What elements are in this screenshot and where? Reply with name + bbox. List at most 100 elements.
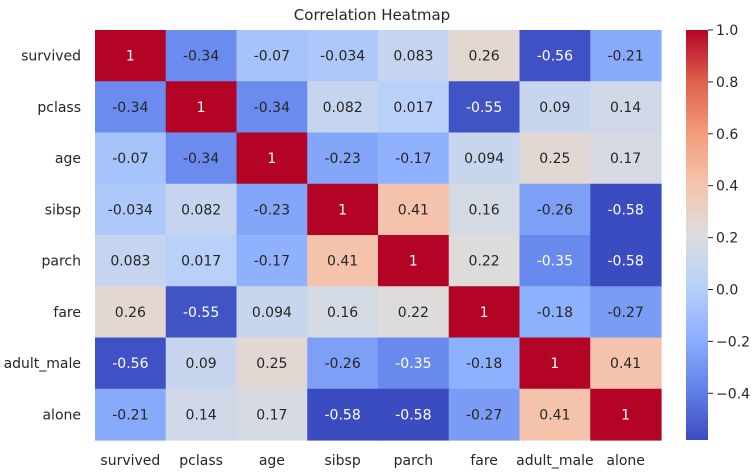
y-tick-label: age (55, 151, 81, 167)
heatmap-cell (590, 286, 662, 339)
heatmap-cell (590, 337, 662, 390)
cell-value-label: 1 (550, 356, 559, 372)
heatmap-cell (448, 286, 521, 339)
cell-value-label: -0.21 (608, 49, 644, 65)
cell-value-label: -0.27 (466, 407, 502, 423)
cell-value-label: 0.094 (464, 151, 504, 167)
heatmap-cell (590, 81, 662, 134)
cell-value-label: 0.094 (252, 305, 292, 321)
heatmap-cell (590, 235, 662, 287)
x-tick-label: adult_male (516, 453, 593, 469)
heatmap-cell (236, 337, 308, 390)
cell-value-label: 1 (480, 305, 489, 321)
cell-value-label: -0.26 (537, 202, 573, 218)
cell-value-label: 0.22 (469, 254, 500, 270)
heatmap-cell (448, 81, 521, 134)
heatmap-cell (448, 388, 521, 441)
heatmap-cell (448, 183, 521, 236)
cell-value-label: 1 (338, 202, 347, 218)
cell-value-label: -0.35 (537, 254, 573, 270)
cell-value-label: -0.18 (466, 356, 502, 372)
heatmap-cell (590, 183, 662, 236)
cell-value-label: 0.25 (539, 151, 570, 167)
heatmap-cell (590, 30, 662, 82)
cell-value-label: 0.26 (115, 305, 146, 321)
heatmap-cell (165, 235, 238, 287)
heatmap-cell (448, 30, 521, 82)
cell-value-label: 0.09 (539, 100, 570, 116)
heatmap-cell (519, 388, 591, 441)
heatmap-cell (307, 81, 379, 134)
cell-value-label: -0.58 (395, 407, 431, 423)
cell-value-label: 0.17 (610, 151, 641, 167)
heatmap-cell (378, 81, 450, 134)
cell-value-label: 0.083 (393, 49, 433, 65)
heatmap-cell (519, 337, 591, 390)
x-tick-label: parch (394, 453, 433, 469)
heatmap-cell (307, 388, 379, 441)
cell-value-label: -0.58 (608, 202, 644, 218)
cell-value-label: -0.27 (608, 305, 644, 321)
heatmap-cell (95, 286, 167, 339)
colorbar (686, 30, 708, 440)
heatmap-cell (95, 30, 167, 82)
cell-value-label: -0.35 (395, 356, 431, 372)
cell-value-label: -0.58 (608, 254, 644, 270)
heatmap-cell (307, 30, 379, 82)
heatmap-cell (307, 337, 379, 390)
heatmap-cell (590, 388, 662, 441)
heatmap-cell (236, 286, 308, 339)
x-tick-label: age (259, 453, 285, 469)
heatmap-cell (165, 81, 238, 134)
y-axis-tick-labels: survived pclass age sibsp parch fare adult_mal… (4, 49, 82, 424)
cell-value-label: -0.34 (112, 100, 148, 116)
cell-value-label: 0.41 (327, 254, 358, 270)
heatmap-cell (378, 286, 450, 339)
colorbar-tick-label: −0.4 (716, 386, 750, 402)
heatmap-cell (236, 30, 308, 82)
cell-value-label: -0.34 (254, 100, 290, 116)
heatmap-cell (95, 183, 167, 236)
cell-value-label: 0.41 (610, 356, 641, 372)
colorbar-tick-label: 0.8 (716, 75, 738, 91)
x-tick-label: pclass (179, 453, 223, 469)
x-tick-label: fare (470, 453, 498, 469)
cell-value-label: 0.083 (110, 254, 150, 270)
cell-value-label: -0.034 (320, 49, 365, 65)
heatmap-cell (519, 81, 591, 134)
heatmap-cell (236, 183, 308, 236)
cell-value-label: 0.16 (327, 305, 358, 321)
cell-value-label: 0.082 (323, 100, 363, 116)
heatmap-cells: 1 -0.34 -0.07 -0.034 0.083 0.26 -0.56 -0.21 -0.3… (95, 30, 662, 441)
cell-value-label: 1 (267, 151, 276, 167)
heatmap-cell (519, 183, 591, 236)
heatmap-cell (590, 132, 662, 185)
heatmap-cell (236, 235, 308, 287)
cell-value-label: -0.21 (112, 407, 148, 423)
cell-value-label: -0.18 (537, 305, 573, 321)
colorbar-tick-label: −0.2 (716, 334, 750, 350)
heatmap-cell (448, 132, 521, 185)
y-tick-label: adult_male (4, 356, 81, 372)
heatmap-cell (165, 337, 238, 390)
x-axis-tick-labels: survived pclass age sibsp parch fare adult_mal… (100, 453, 644, 469)
heatmap-cell (378, 183, 450, 236)
cell-value-label: -0.58 (325, 407, 361, 423)
heatmap-cell (448, 337, 521, 390)
heatmap-cell (165, 183, 238, 236)
cell-value-label: -0.55 (183, 305, 219, 321)
cell-value-label: -0.07 (112, 151, 148, 167)
cell-value-label: -0.34 (183, 151, 219, 167)
y-tick-label: pclass (37, 100, 81, 116)
heatmap-cell (307, 132, 379, 185)
colorbar-tick-label: 0.4 (716, 179, 738, 195)
heatmap-cell (378, 132, 450, 185)
heatmap-cell (95, 388, 167, 441)
heatmap-cell (519, 132, 591, 185)
heatmap-cell (519, 235, 591, 287)
cell-value-label: -0.034 (108, 202, 153, 218)
cell-value-label: 0.26 (469, 49, 500, 65)
heatmap-cell (165, 286, 238, 339)
cell-value-label: 0.14 (186, 407, 217, 423)
